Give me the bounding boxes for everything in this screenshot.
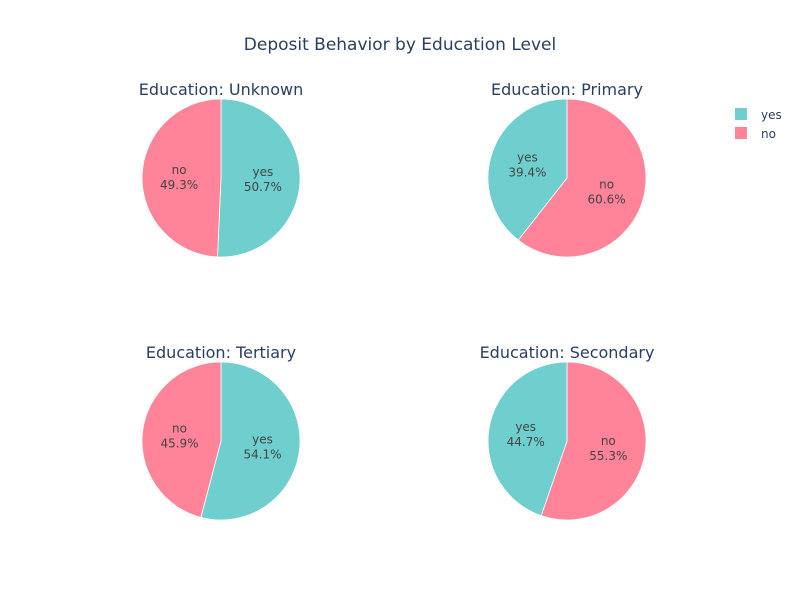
pie-slice-value-tertiary-no: 45.9% xyxy=(160,437,198,451)
legend-label-yes: yes xyxy=(761,108,782,122)
pie-slice-value-secondary-no: 55.3% xyxy=(589,449,627,463)
pie-slice-label-unknown-yes: yes xyxy=(253,165,274,179)
pie-slice-label-unknown-no: no xyxy=(172,163,187,177)
pie-slice-primary-no[interactable] xyxy=(517,98,647,258)
pie-slice-value-primary-yes: 39.4% xyxy=(508,165,546,179)
pie-slice-value-tertiary-yes: 54.1% xyxy=(243,447,281,461)
pie-slice-primary-yes[interactable] xyxy=(487,98,568,241)
pie-slice-label-tertiary-no: no xyxy=(172,422,187,436)
pie-title-primary: Education: Primary xyxy=(491,80,643,99)
pie-slices xyxy=(141,98,301,258)
pie-slice-value-primary-no: 60.6% xyxy=(588,193,626,207)
pie-title-unknown: Education: Unknown xyxy=(139,80,303,99)
pie-slices xyxy=(141,361,301,521)
pie-slices xyxy=(487,98,647,258)
pie-slice-value-unknown-no: 49.3% xyxy=(160,178,198,192)
pie-slice-label-secondary-no: no xyxy=(601,434,616,448)
pie-slice-value-secondary-yes: 44.7% xyxy=(507,435,545,449)
pie-slice-tertiary-yes[interactable] xyxy=(200,361,301,521)
pie-slice-unknown-no[interactable] xyxy=(141,98,222,258)
legend: yes no xyxy=(735,108,782,141)
legend-label-no: no xyxy=(761,127,776,141)
pie-title-secondary: Education: Secondary xyxy=(480,343,655,362)
legend-item-yes[interactable]: yes xyxy=(735,108,782,122)
pie-slice-label-primary-yes: yes xyxy=(517,150,538,164)
pie-title-tertiary: Education: Tertiary xyxy=(146,343,296,362)
legend-swatch-no xyxy=(735,127,747,139)
pie-slice-label-primary-no: no xyxy=(599,178,614,192)
legend-item-no[interactable]: no xyxy=(735,127,776,141)
pie-slice-value-unknown-yes: 50.7% xyxy=(244,180,282,194)
pie-slice-unknown-yes[interactable] xyxy=(217,98,301,258)
pie-slice-tertiary-no[interactable] xyxy=(141,361,222,518)
legend-swatch-yes xyxy=(735,108,747,120)
pie-slice-label-tertiary-yes: yes xyxy=(252,432,273,446)
chart-title: Deposit Behavior by Education Level xyxy=(244,35,556,55)
pie-slice-label-secondary-yes: yes xyxy=(515,420,536,434)
pie-slices xyxy=(487,361,647,521)
pie-slice-secondary-yes[interactable] xyxy=(487,361,568,517)
